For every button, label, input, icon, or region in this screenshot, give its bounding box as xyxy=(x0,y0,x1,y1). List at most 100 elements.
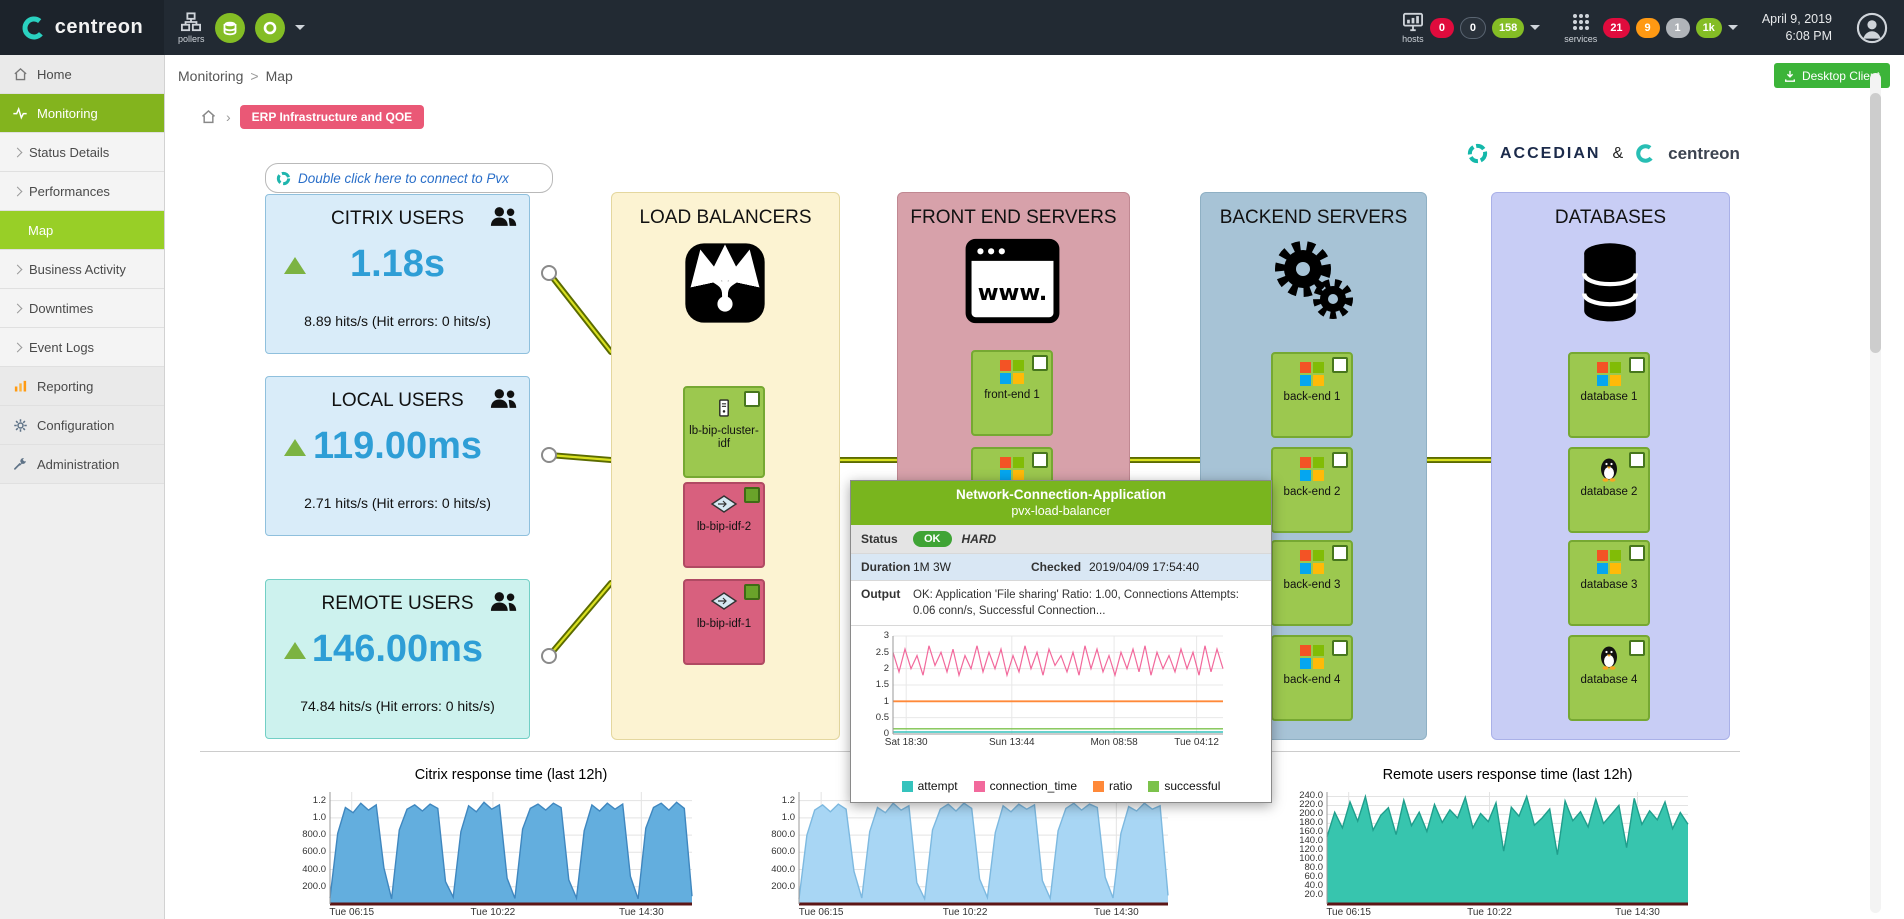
node-database-3[interactable]: database 3 xyxy=(1568,540,1650,626)
citrix-users-box[interactable]: CITRIX USERS 1.18s 8.89 hits/s (Hit erro… xyxy=(265,194,530,354)
hosts-chevron-down-icon[interactable] xyxy=(1530,24,1541,35)
services-label: services xyxy=(1564,33,1598,44)
trend-up-icon xyxy=(284,257,306,274)
sidebar-item-label: Map xyxy=(28,222,54,238)
node-checkbox[interactable] xyxy=(1332,452,1348,468)
download-icon xyxy=(1784,70,1795,82)
chevron-right-icon xyxy=(12,147,23,157)
node-checkbox[interactable] xyxy=(1332,640,1348,656)
sidebar-item-event-logs[interactable]: Event Logs xyxy=(0,328,164,367)
brand-text: centreon xyxy=(54,16,144,38)
legend-label: connection_time xyxy=(989,779,1078,794)
services-chevron-down-icon[interactable] xyxy=(1727,24,1738,35)
services-icon xyxy=(1572,13,1589,30)
server-icon xyxy=(710,395,738,421)
sidebar-item-configuration[interactable]: Configuration xyxy=(0,406,164,445)
local-response-chart: 200.0 400.0 600.0 800.0 1.0 1.2 Tue 06:15 Tue 1… xyxy=(771,792,1169,918)
state-type-text: HARD xyxy=(961,532,997,546)
node-checkbox[interactable] xyxy=(1332,357,1348,373)
pollers-group[interactable]: pollers xyxy=(178,11,205,44)
node-back-end-4[interactable]: back-end 4 xyxy=(1271,635,1353,721)
services-critical-badge[interactable]: 21 xyxy=(1603,17,1630,38)
hosts-status-group[interactable]: hosts 0 0 158 xyxy=(1402,12,1541,44)
accedian-icon xyxy=(1467,143,1488,164)
local-users-box[interactable]: LOCAL USERS 119.00ms 2.71 hits/s (Hit er… xyxy=(265,376,530,536)
sidebar-item-monitoring[interactable]: Monitoring xyxy=(0,94,164,133)
node-checkbox[interactable] xyxy=(1629,452,1645,468)
pvx-connect-hint[interactable]: Double click here to connect to Pvx xyxy=(265,163,553,193)
node-lb-bip-idf-2[interactable]: lb-bip-idf-2 xyxy=(683,482,765,568)
sidebar-item-label: Event Logs xyxy=(29,339,95,355)
node-database-2[interactable]: database 2 xyxy=(1568,447,1650,533)
node-label: back-end 2 xyxy=(1283,486,1341,498)
sidebar-item-business-activity[interactable]: Business Activity xyxy=(0,250,164,289)
pollers-chevron-down-icon[interactable] xyxy=(294,24,305,35)
services-ok-badge[interactable]: 1k xyxy=(1695,17,1722,38)
node-checkbox[interactable] xyxy=(744,487,760,503)
node-lb-bip-cluster-idf[interactable]: lb-bip-cluster-idf xyxy=(683,386,765,478)
hits-text: 2.71 hits/s (Hit errors: 0 hits/s) xyxy=(304,495,491,511)
desktop-client-label: Desktop Client xyxy=(1801,68,1880,83)
node-checkbox[interactable] xyxy=(744,391,760,407)
breadcrumb-section[interactable]: Monitoring xyxy=(178,68,244,84)
remote-chart-title: Remote users response time (last 12h) xyxy=(1382,767,1633,783)
web-browser-icon: www. xyxy=(965,238,1060,324)
scrollbar-thumb[interactable] xyxy=(1870,93,1881,353)
remote-users-box[interactable]: REMOTE USERS 146.00ms 74.84 hits/s (Hit … xyxy=(265,579,530,739)
node-checkbox[interactable] xyxy=(1032,452,1048,468)
map-name-badge[interactable]: ERP Infrastructure and QOE xyxy=(239,105,425,129)
node-checkbox[interactable] xyxy=(1332,545,1348,561)
sidebar-item-label: Reporting xyxy=(37,378,94,394)
hosts-down-badge[interactable]: 0 xyxy=(1429,17,1454,38)
load-balancer-icon xyxy=(685,243,765,323)
poller-database-icon[interactable] xyxy=(214,12,245,43)
node-back-end-2[interactable]: back-end 2 xyxy=(1271,447,1353,533)
node-checkbox[interactable] xyxy=(744,584,760,600)
poller-engine-icon[interactable] xyxy=(254,12,285,43)
scrollbar-track[interactable] xyxy=(1870,73,1881,913)
node-checkbox[interactable] xyxy=(1629,357,1645,373)
node-checkbox[interactable] xyxy=(1032,355,1048,371)
sidebar-item-label: Business Activity xyxy=(29,261,126,277)
response-time-value: 119.00ms xyxy=(312,425,483,467)
map-breadcrumb-separator: › xyxy=(226,109,231,125)
hosts-unreachable-badge[interactable]: 0 xyxy=(1459,16,1486,39)
monitoring-icon xyxy=(10,105,30,121)
services-warning-badge[interactable]: 9 xyxy=(1635,17,1660,38)
sidebar-item-performances[interactable]: Performances xyxy=(0,172,164,211)
column-title: DATABASES xyxy=(1554,207,1667,228)
node-back-end-1[interactable]: back-end 1 xyxy=(1271,352,1353,438)
breadcrumb-page[interactable]: Map xyxy=(265,68,293,84)
sidebar-item-downtimes[interactable]: Downtimes xyxy=(0,289,164,328)
legend-item: connection_time xyxy=(973,779,1078,794)
legend-swatch xyxy=(1093,780,1105,792)
node-database-4[interactable]: database 4 xyxy=(1568,635,1650,721)
services-unknown-badge[interactable]: 1 xyxy=(1665,17,1690,38)
sidebar-item-status-details[interactable]: Status Details xyxy=(0,133,164,172)
sidebar-item-administration[interactable]: Administration xyxy=(0,445,164,484)
chevron-right-icon xyxy=(12,264,23,274)
node-label: back-end 1 xyxy=(1283,391,1341,403)
sidebar-item-home[interactable]: Home xyxy=(0,55,164,94)
map-breadcrumb: › ERP Infrastructure and QOE xyxy=(200,105,425,129)
legend-item: ratio xyxy=(1093,779,1132,793)
breadcrumb: Monitoring > Map xyxy=(178,68,293,84)
pvx-hint-text: Double click here to connect to Pvx xyxy=(298,170,509,186)
services-status-group[interactable]: services 21 9 1 1k xyxy=(1564,12,1738,44)
node-checkbox[interactable] xyxy=(1629,545,1645,561)
breadcrumb-separator: > xyxy=(250,68,259,84)
node-checkbox[interactable] xyxy=(1629,640,1645,656)
sidebar-item-reporting[interactable]: Reporting xyxy=(0,367,164,406)
users-icon xyxy=(489,387,519,410)
user-avatar-icon[interactable] xyxy=(1856,12,1888,44)
node-front-end-1[interactable]: front-end 1 xyxy=(971,350,1053,436)
sidebar-item-map[interactable]: Map xyxy=(0,211,164,250)
node-lb-bip-idf-1[interactable]: lb-bip-idf-1 xyxy=(683,579,765,665)
home-icon[interactable] xyxy=(200,109,217,125)
node-database-1[interactable]: database 1 xyxy=(1568,352,1650,438)
node-back-end-3[interactable]: back-end 3 xyxy=(1271,540,1353,626)
centreon-logo[interactable]: centreon xyxy=(0,0,164,55)
hosts-up-badge[interactable]: 158 xyxy=(1491,17,1525,38)
hosts-icon xyxy=(1402,12,1423,31)
linux-penguin-icon xyxy=(1595,644,1623,670)
